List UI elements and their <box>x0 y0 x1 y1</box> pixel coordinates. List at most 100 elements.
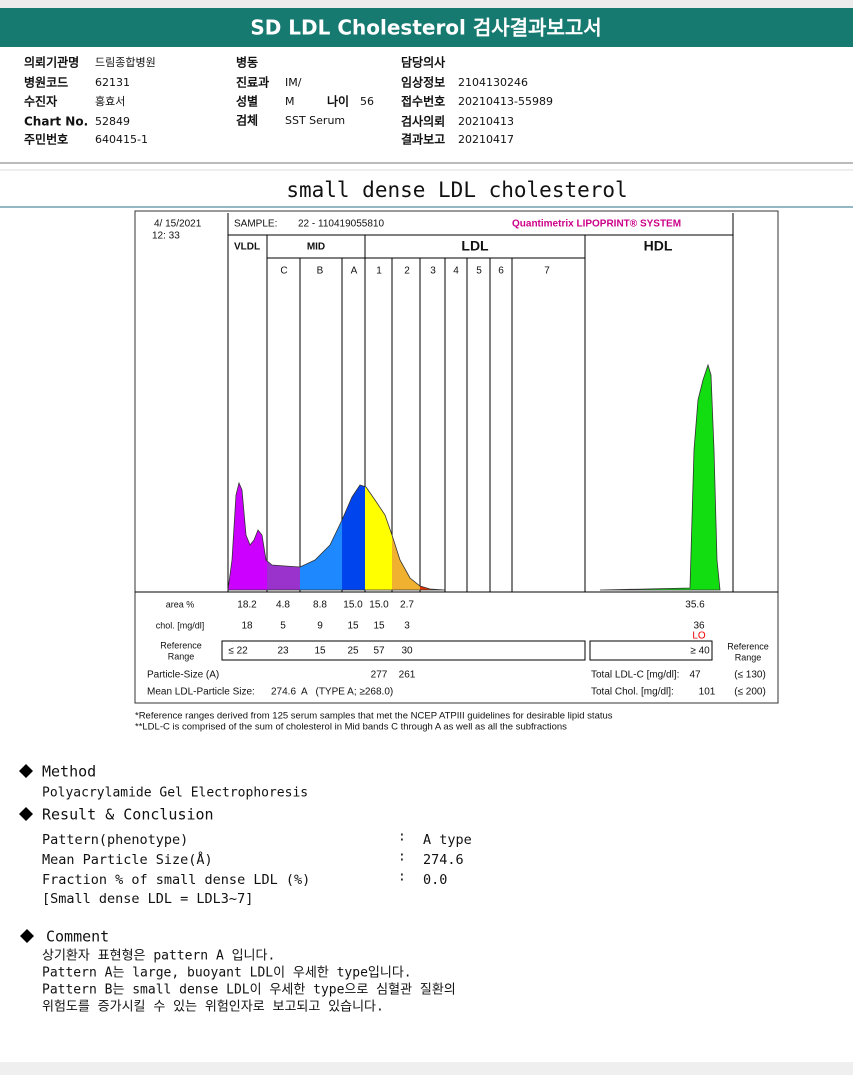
size-value: 277 <box>371 670 388 681</box>
footnote: *Reference ranges derived from 125 serum… <box>135 711 613 722</box>
ref-box <box>221 640 586 661</box>
total-value: 47 <box>689 670 701 681</box>
ref-value: 57 <box>373 646 385 657</box>
info-label: 결과보고 <box>401 132 445 147</box>
band-label: C <box>280 266 287 277</box>
comment-line: 위험도를 증가시킬 수 있는 위험인자로 보고되고 있습니다. <box>42 1000 384 1015</box>
result-value: A type <box>423 832 472 848</box>
group-label: MID <box>307 242 325 253</box>
bottom-strip <box>0 1062 853 1075</box>
section-heading: Method <box>42 763 96 781</box>
row-label: Range <box>168 651 195 661</box>
info-label: 병원코드 <box>24 75 68 90</box>
comment-line: Pattern A는 large, buoyant LDL이 우세한 type입… <box>42 966 412 981</box>
info-value: 20210417 <box>458 133 514 146</box>
info-label: 주민번호 <box>24 132 68 147</box>
header-bar <box>0 8 853 47</box>
band-label: 3 <box>430 266 436 277</box>
info-value: 홍효서 <box>95 94 125 108</box>
report-title: SD LDL Cholesterol 검사결과보고서 <box>250 16 601 40</box>
row-label: area % <box>166 599 195 609</box>
row-label: Total Chol. [mg/dl]: <box>591 687 674 698</box>
total-range: (≤ 130) <box>734 670 766 681</box>
band-grid <box>135 213 778 593</box>
info-value: M <box>285 95 295 108</box>
area-value: 35.6 <box>685 600 705 611</box>
row-label: Total LDL-C [mg/dl]: <box>591 670 679 681</box>
section-heading: Comment <box>46 928 109 946</box>
band-label: 6 <box>498 266 504 277</box>
info-value: 52849 <box>95 115 130 128</box>
chol-value: 15 <box>373 621 385 632</box>
subtitle: small dense LDL cholesterol <box>286 178 627 202</box>
info-label: 성별 <box>236 94 258 109</box>
info-value: 드림종합병원 <box>95 56 156 69</box>
result-label: Fraction % of small dense LDL (%) <box>42 872 310 888</box>
hdl-area <box>599 363 721 591</box>
info-label: 검체 <box>236 113 258 128</box>
info-label: 접수번호 <box>401 94 445 109</box>
info-value: IM/ <box>285 76 302 89</box>
method-text: Polyacrylamide Gel Electrophoresis <box>42 786 308 801</box>
bullet <box>19 764 34 943</box>
chol-value: 36 <box>693 621 705 632</box>
total-range: (≤ 200) <box>734 687 766 698</box>
top-strip <box>0 0 853 8</box>
area-value: 2.7 <box>400 600 414 611</box>
result-value: 0.0 <box>423 872 447 888</box>
info-value: 56 <box>360 95 374 108</box>
info-label: 수진자 <box>24 94 57 109</box>
band-label: 7 <box>544 266 550 277</box>
band-label: A <box>351 266 358 277</box>
comment-line: 상기환자 표현형은 pattern A 입니다. <box>42 949 275 964</box>
info-value: 640415-1 <box>95 133 148 146</box>
chol-value: 9 <box>317 621 323 632</box>
area-value: 4.8 <box>276 600 290 611</box>
row-label: Reference <box>727 641 769 651</box>
area-value: 15.0 <box>343 600 363 611</box>
chol-value: 18 <box>241 621 253 632</box>
info-label: 진료과 <box>236 75 269 90</box>
row-label: chol. [mg/dl] <box>156 620 205 630</box>
ref-value: 30 <box>401 646 413 657</box>
group-label: LDL <box>461 238 489 254</box>
info-label: 담당의사 <box>401 55 445 70</box>
brand: Quantimetrix LIPOPRINT® SYSTEM <box>512 219 681 230</box>
band-label: 2 <box>404 266 410 277</box>
ref-value: ≤ 22 <box>228 646 248 657</box>
electrophoresis-image <box>134 210 779 704</box>
result-label: Pattern(phenotype) <box>42 832 188 848</box>
ref-box <box>589 640 713 661</box>
group-label: VLDL <box>234 242 260 253</box>
chol-value: 15 <box>347 621 359 632</box>
chol-value: 5 <box>280 621 286 632</box>
chol-value: 3 <box>404 621 410 632</box>
separator: : <box>398 850 406 865</box>
separator: : <box>398 830 406 845</box>
ref-value: 25 <box>347 646 359 657</box>
info-value: 62131 <box>95 76 130 89</box>
info-value: 20210413-55989 <box>458 95 553 108</box>
band-label: 4 <box>453 266 459 277</box>
band-label: B <box>317 266 324 277</box>
size-value: 261 <box>399 670 416 681</box>
sample-label: SAMPLE: <box>234 219 277 230</box>
row-label: Range <box>735 652 762 662</box>
footnote: **LDL-C is comprised of the sum of chole… <box>135 722 567 733</box>
band-label: 5 <box>476 266 482 277</box>
info-value: 20210413 <box>458 115 514 128</box>
info-label: Chart No. <box>24 115 88 129</box>
area-value: 8.8 <box>313 600 327 611</box>
ref-value: ≥ 40 <box>690 646 710 657</box>
info-label: 임상정보 <box>401 75 445 90</box>
chart-time: 12: 33 <box>152 231 180 242</box>
flag: LO <box>692 631 706 642</box>
ref-value: 23 <box>277 646 289 657</box>
separator: : <box>398 870 406 885</box>
image-frame <box>134 210 779 704</box>
group-label: HDL <box>644 238 673 254</box>
total-value: 101 <box>699 687 716 698</box>
row-label: Reference <box>160 640 202 650</box>
info-label: 나이 <box>327 94 349 109</box>
ref-value: 15 <box>314 646 326 657</box>
